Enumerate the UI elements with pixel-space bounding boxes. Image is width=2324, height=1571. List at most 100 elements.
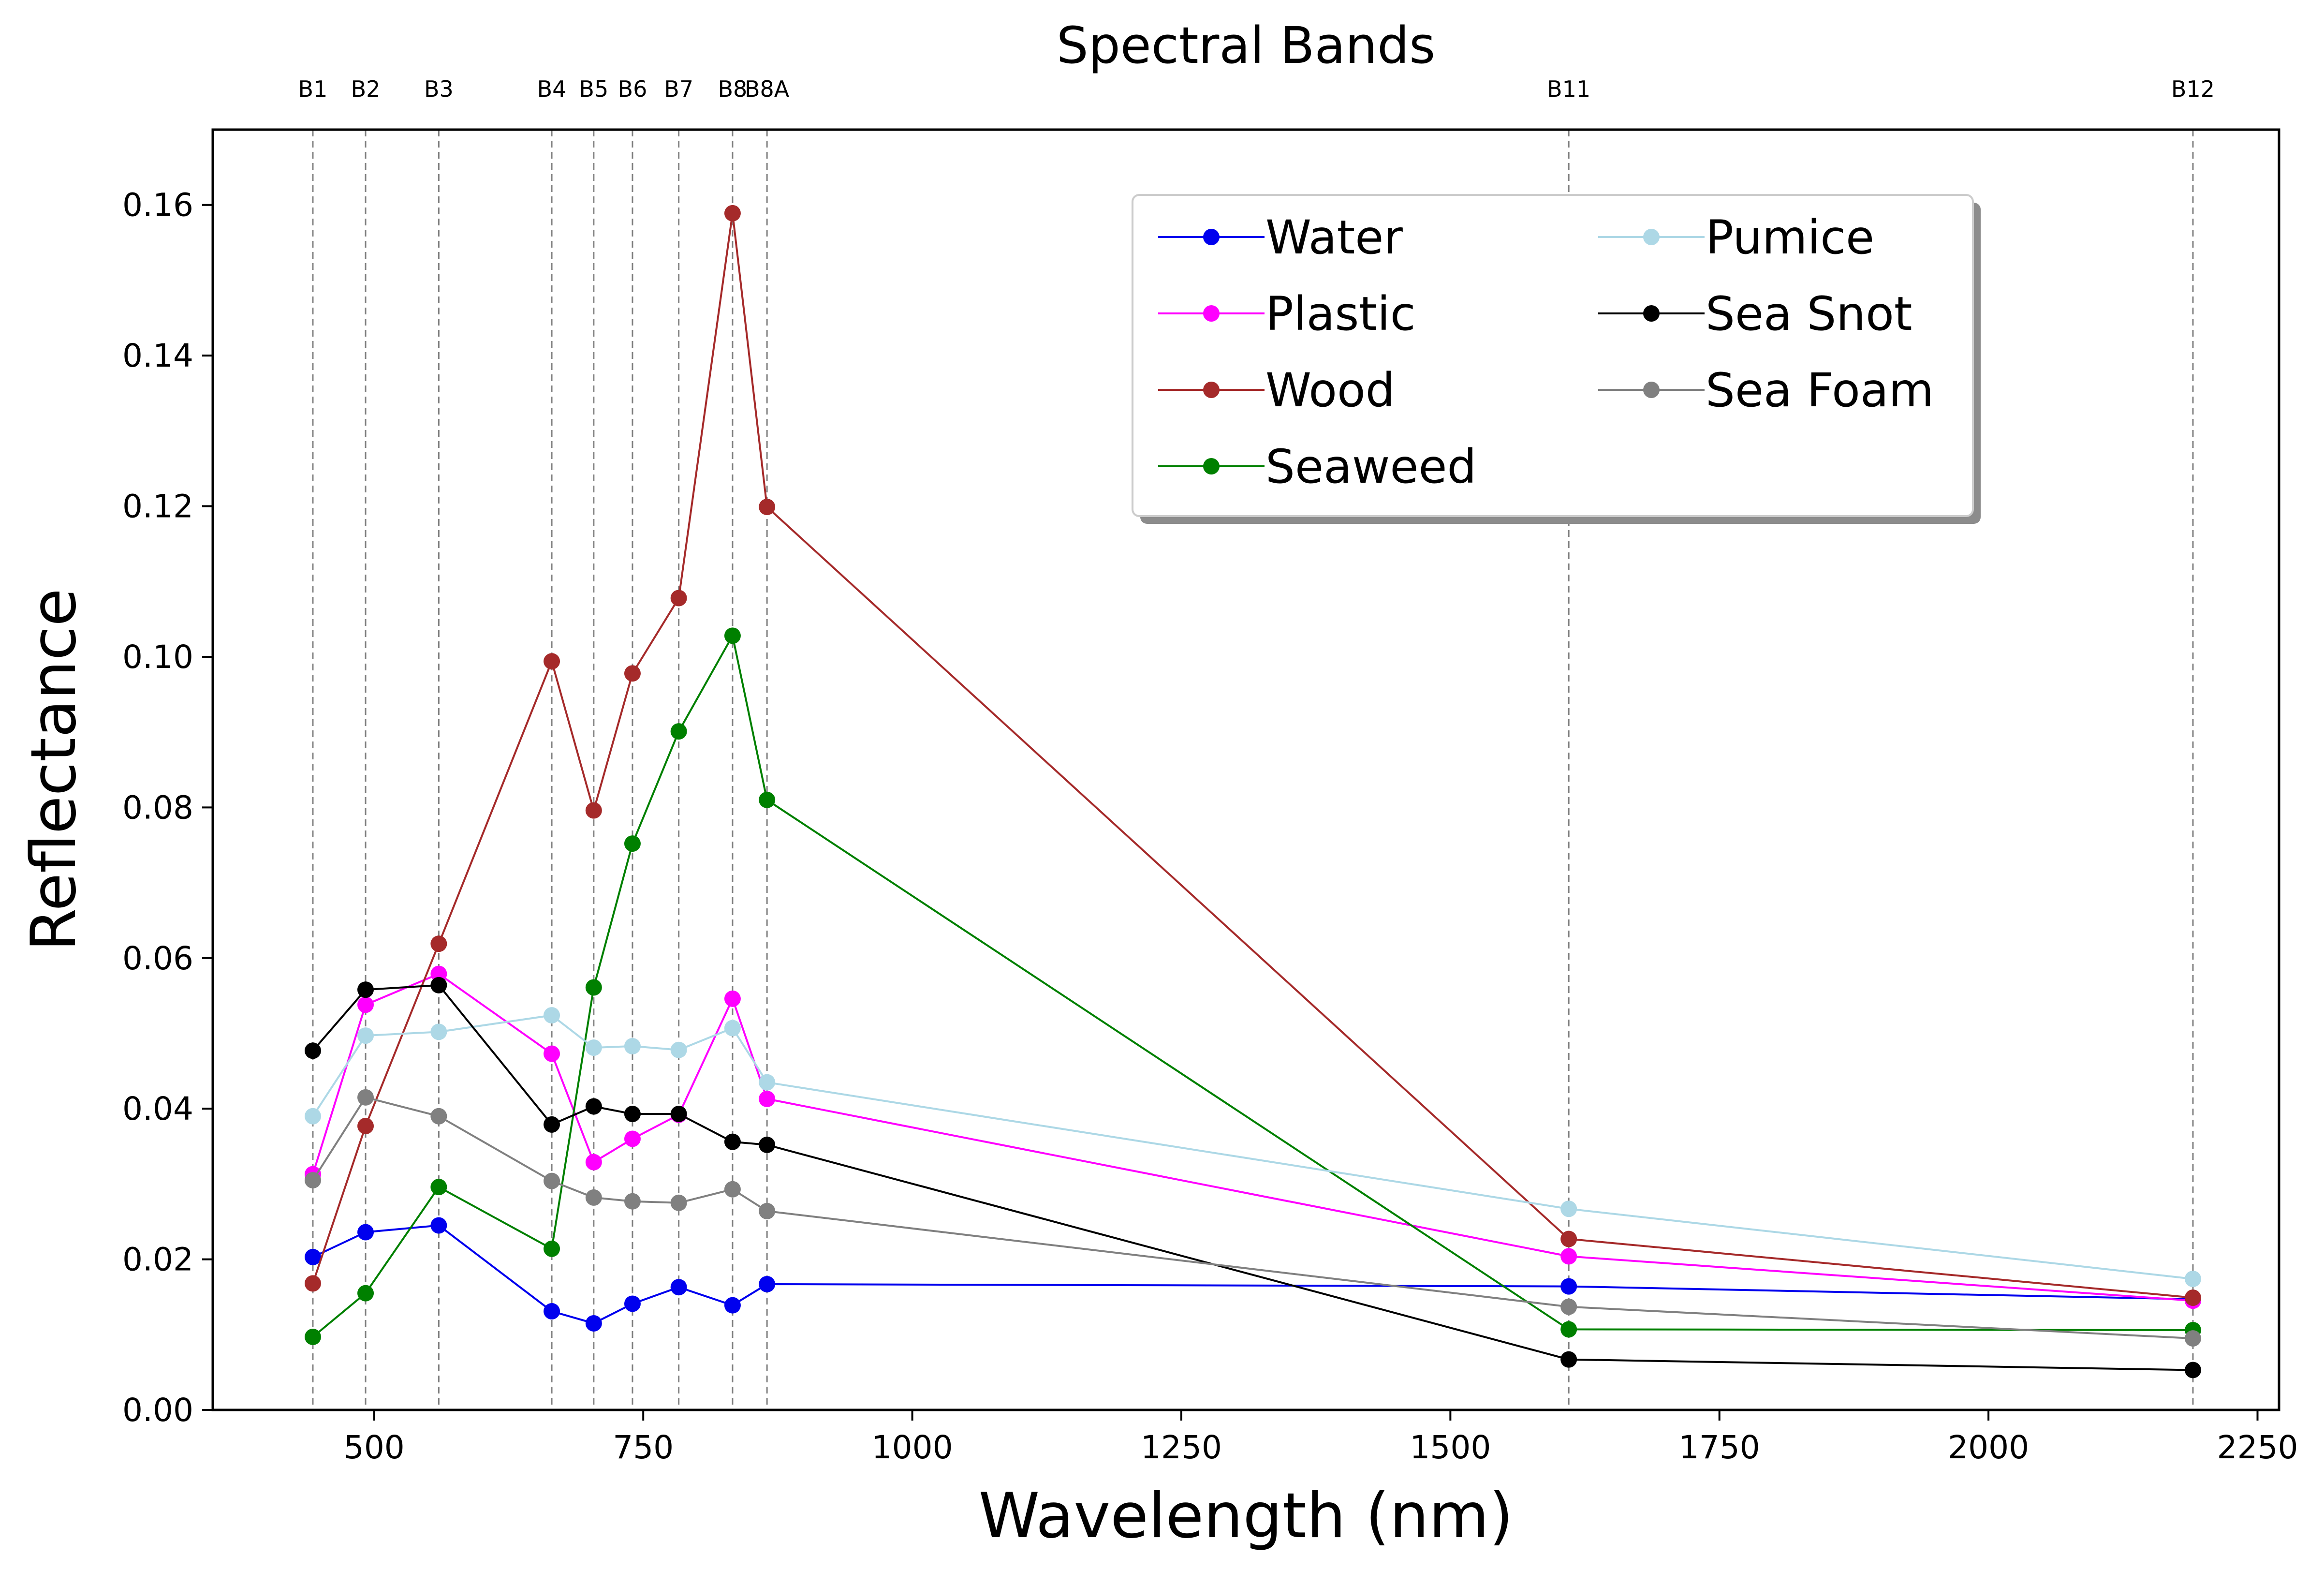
data-point-seaweed [724, 627, 741, 644]
data-point-sea-snot [724, 1133, 741, 1150]
data-point-sea-snot [430, 977, 447, 993]
data-point-wood [670, 590, 687, 607]
data-point-wood [357, 1117, 374, 1134]
data-point-plastic [759, 1090, 776, 1107]
data-point-seaweed [430, 1179, 447, 1196]
data-point-wood [304, 1275, 321, 1292]
data-point-wood [1560, 1230, 1577, 1247]
data-point-plastic [585, 1154, 602, 1171]
legend-marker-plastic [1203, 305, 1220, 322]
data-point-sea-foam [759, 1202, 776, 1219]
data-point-sea-snot [585, 1098, 602, 1115]
legend-marker-water [1203, 229, 1220, 245]
chart-title: Spectral Bands [1057, 16, 1436, 75]
data-point-water [724, 1297, 741, 1314]
data-point-pumice [624, 1037, 641, 1054]
data-point-sea-foam [304, 1172, 321, 1189]
y-tick-label: 0.06 [122, 940, 193, 977]
x-tick-label: 1750 [1679, 1429, 1760, 1466]
y-tick-label: 0.00 [122, 1392, 193, 1429]
legend-marker-wood [1203, 382, 1220, 398]
data-point-pumice [357, 1027, 374, 1044]
data-point-seaweed [670, 723, 687, 740]
legend-marker-seaweed [1203, 458, 1220, 474]
data-point-pumice [544, 1007, 560, 1024]
x-tick-label: 750 [613, 1429, 674, 1466]
x-tick-label: 1250 [1141, 1429, 1222, 1466]
data-point-sea-snot [2184, 1362, 2201, 1378]
data-point-sea-foam [585, 1189, 602, 1206]
x-tick-label: 1500 [1410, 1429, 1491, 1466]
data-point-water [759, 1275, 776, 1292]
data-point-water [624, 1295, 641, 1312]
data-point-plastic [357, 996, 374, 1013]
data-point-wood [585, 802, 602, 819]
data-point-seaweed [759, 791, 776, 808]
data-point-pumice [585, 1039, 602, 1056]
data-point-pumice [430, 1023, 447, 1040]
data-point-sea-foam [357, 1089, 374, 1106]
data-point-water [544, 1303, 560, 1320]
data-point-seaweed [624, 835, 641, 852]
legend-marker-sea-snot [1643, 305, 1660, 322]
data-point-seaweed [585, 979, 602, 996]
data-point-plastic [430, 965, 447, 982]
data-point-pumice [759, 1074, 776, 1091]
legend-label-water: Water [1265, 210, 1403, 265]
legend-label-plastic: Plastic [1265, 287, 1416, 341]
y-axis-title: Reflectance [18, 588, 90, 951]
data-point-water [430, 1217, 447, 1234]
legend-box [1132, 194, 1974, 517]
data-point-pumice [2184, 1271, 2201, 1288]
legend-label-pumice: Pumice [1706, 210, 1874, 265]
data-point-wood [2184, 1289, 2201, 1306]
band-label-b8a: B8A [745, 76, 790, 102]
band-label-b1: B1 [298, 76, 328, 102]
band-label-b6: B6 [618, 76, 647, 102]
band-label-b2: B2 [351, 76, 381, 102]
data-point-sea-snot [670, 1106, 687, 1123]
data-point-plastic [624, 1130, 641, 1147]
data-point-sea-foam [1560, 1298, 1577, 1315]
band-label-b3: B3 [424, 76, 454, 102]
band-label-b4: B4 [537, 76, 567, 102]
data-point-wood [724, 205, 741, 222]
band-label-b8: B8 [718, 76, 748, 102]
data-point-seaweed [544, 1240, 560, 1257]
x-axis-title: Wavelength (nm) [979, 1480, 1514, 1552]
legend-label-sea-snot: Sea Snot [1706, 287, 1912, 341]
data-point-sea-snot [304, 1042, 321, 1059]
x-tick-label: 1000 [872, 1429, 953, 1466]
data-point-sea-foam [544, 1172, 560, 1189]
data-point-sea-foam [2184, 1330, 2201, 1347]
data-point-sea-snot [544, 1116, 560, 1133]
legend-label-wood: Wood [1265, 363, 1395, 417]
data-point-pumice [304, 1108, 321, 1125]
x-tick-label: 2250 [2217, 1429, 2298, 1466]
data-point-sea-snot [759, 1136, 776, 1153]
data-point-sea-snot [624, 1106, 641, 1123]
data-point-plastic [1560, 1248, 1577, 1265]
band-label-b12: B12 [2171, 76, 2215, 102]
data-point-water [1560, 1278, 1577, 1295]
data-point-sea-foam [430, 1108, 447, 1125]
plot-frame [211, 128, 2280, 1411]
data-point-wood [430, 935, 447, 952]
data-point-pumice [670, 1041, 687, 1058]
band-label-b5: B5 [579, 76, 608, 102]
data-point-sea-snot [357, 981, 374, 998]
legend-marker-pumice [1643, 229, 1660, 245]
data-point-pumice [724, 1020, 741, 1037]
y-tick-label: 0.16 [122, 187, 193, 224]
x-tick-label: 2000 [1948, 1429, 2029, 1466]
data-point-wood [759, 499, 776, 516]
legend-label-sea-foam: Sea Foam [1706, 363, 1934, 417]
legend-label-seaweed: Seaweed [1265, 440, 1476, 494]
data-point-water [357, 1224, 374, 1241]
legend-marker-sea-foam [1643, 382, 1660, 398]
x-tick-label: 500 [344, 1429, 405, 1466]
data-point-pumice [1560, 1200, 1577, 1217]
data-point-water [304, 1248, 321, 1265]
data-point-water [670, 1279, 687, 1296]
